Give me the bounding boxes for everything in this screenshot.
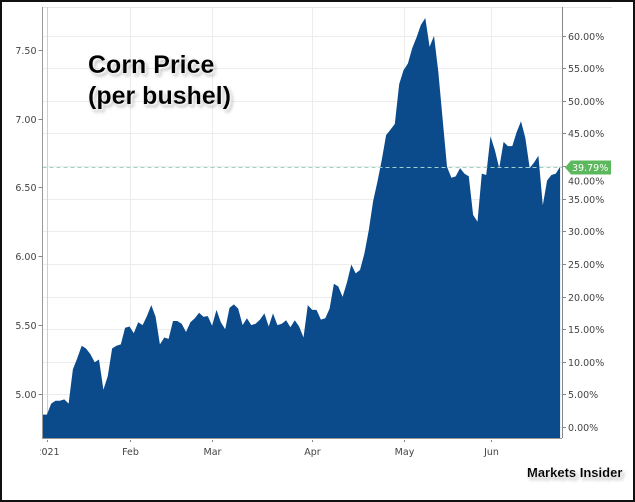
badge-label: 39.79% <box>572 163 608 174</box>
right-tick-label: 25.00% <box>568 260 604 271</box>
current-value-badge: 39.79% <box>565 160 611 175</box>
x-tick-label: May <box>395 447 415 458</box>
x-axis: 2021 Feb Mar Apr May Jun <box>35 440 499 458</box>
right-tick-label: 50.00% <box>568 97 604 108</box>
x-tick-label: Mar <box>204 447 222 458</box>
x-tick-label: Apr <box>304 447 321 458</box>
left-tick-label: 5.50 <box>15 321 36 332</box>
x-tick-label: 2021 <box>35 447 59 458</box>
source-label: Markets Insider <box>527 465 622 480</box>
right-tick-label: 20.00% <box>568 293 604 304</box>
right-tick-label: 0.00% <box>568 423 598 434</box>
right-tick-label: 45.00% <box>568 129 604 140</box>
right-tick-label: 5.00% <box>568 390 598 401</box>
right-tick-label: 30.00% <box>568 227 604 238</box>
right-tick-label: 15.00% <box>568 325 604 336</box>
left-axis: 5.00 5.50 6.00 6.50 7.00 7.50 <box>15 46 43 401</box>
left-tick-label: 5.00 <box>15 390 36 401</box>
right-tick-label: 60.00% <box>568 32 604 43</box>
gridlines <box>42 7 612 438</box>
x-tick-label: Jun <box>483 447 499 458</box>
left-tick-label: 7.00 <box>15 115 36 126</box>
price-area <box>42 18 561 438</box>
chart-title-line2: (per bushel) <box>88 82 231 110</box>
left-tick-label: 7.50 <box>15 46 36 57</box>
right-tick-label: 10.00% <box>568 358 604 369</box>
left-tick-label: 6.50 <box>15 183 36 194</box>
chart-title-line1: Corn Price <box>88 51 215 79</box>
x-tick-label: Feb <box>122 447 139 458</box>
right-tick-label: 40.00% <box>568 177 604 188</box>
right-tick-label: 55.00% <box>568 64 604 75</box>
right-tick-label: 35.00% <box>568 195 604 206</box>
right-axis: 0.00% 5.00% 10.00% 15.00% 20.00% 25.00% 30.00%… <box>562 32 604 434</box>
badge-background <box>565 160 611 175</box>
left-tick-label: 6.00 <box>15 252 36 263</box>
